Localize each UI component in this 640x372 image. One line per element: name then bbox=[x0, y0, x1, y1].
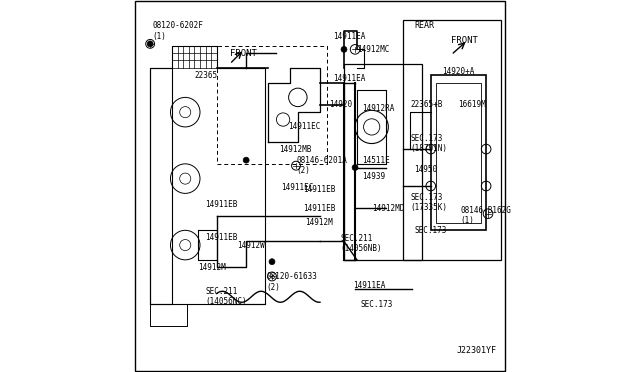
Text: 14912M: 14912M bbox=[198, 263, 226, 272]
Circle shape bbox=[269, 259, 275, 264]
Text: 14920+A: 14920+A bbox=[442, 67, 474, 76]
Circle shape bbox=[243, 157, 249, 163]
Bar bbox=[150, 68, 172, 304]
Bar bbox=[436, 83, 481, 223]
Text: 14912MD: 14912MD bbox=[372, 203, 404, 213]
Text: 16619M: 16619M bbox=[458, 100, 486, 109]
Circle shape bbox=[352, 164, 358, 170]
Text: SEC.173: SEC.173 bbox=[414, 226, 447, 235]
Text: FRONT: FRONT bbox=[451, 36, 478, 45]
Text: 14911EB: 14911EB bbox=[205, 200, 238, 209]
Text: SEC.211
(14056NC): SEC.211 (14056NC) bbox=[205, 287, 247, 307]
Text: 08120-6202F
(1): 08120-6202F (1) bbox=[152, 21, 203, 41]
Text: 14912RA: 14912RA bbox=[362, 104, 395, 113]
Text: 08146-B162G
(1): 08146-B162G (1) bbox=[460, 206, 511, 225]
Text: 14911EC: 14911EC bbox=[281, 183, 314, 192]
Circle shape bbox=[147, 41, 153, 47]
Text: 14911EA: 14911EA bbox=[333, 74, 365, 83]
Text: SEC.211
(14056NB): SEC.211 (14056NB) bbox=[340, 234, 382, 253]
Text: 22365+B: 22365+B bbox=[410, 100, 443, 109]
Bar bbox=[344, 64, 422, 260]
Text: 14911EB: 14911EB bbox=[205, 233, 238, 242]
Text: REAR: REAR bbox=[414, 21, 434, 30]
Text: 14911EB: 14911EB bbox=[303, 203, 336, 213]
Text: 08120-61633
(2): 08120-61633 (2) bbox=[266, 272, 317, 292]
Text: 14920: 14920 bbox=[329, 100, 353, 109]
Text: SEC.173: SEC.173 bbox=[360, 300, 393, 309]
Text: J22301YF: J22301YF bbox=[456, 346, 497, 355]
Text: 14950: 14950 bbox=[414, 165, 437, 174]
Text: 14912M: 14912M bbox=[305, 218, 333, 227]
Text: 14912W: 14912W bbox=[237, 241, 265, 250]
Text: 08146-6201A
(2): 08146-6201A (2) bbox=[296, 156, 347, 175]
Text: FRONT: FRONT bbox=[230, 49, 257, 58]
Text: 14911EC: 14911EC bbox=[289, 122, 321, 131]
Bar bbox=[403, 20, 501, 260]
Text: 14911EA: 14911EA bbox=[333, 32, 365, 41]
Text: 14511E: 14511E bbox=[362, 155, 390, 165]
Text: 22365: 22365 bbox=[195, 71, 218, 80]
Circle shape bbox=[341, 46, 347, 52]
Text: 14911EA: 14911EA bbox=[353, 281, 386, 290]
Bar bbox=[431, 75, 486, 230]
Text: SEC.173
(17335K): SEC.173 (17335K) bbox=[410, 193, 447, 212]
Text: SEC.173
(18791N): SEC.173 (18791N) bbox=[410, 134, 447, 153]
Text: 14912MB: 14912MB bbox=[280, 145, 312, 154]
Text: 14911EB: 14911EB bbox=[303, 185, 336, 194]
Text: 14912MC: 14912MC bbox=[357, 45, 389, 54]
Text: 14939: 14939 bbox=[362, 172, 385, 181]
